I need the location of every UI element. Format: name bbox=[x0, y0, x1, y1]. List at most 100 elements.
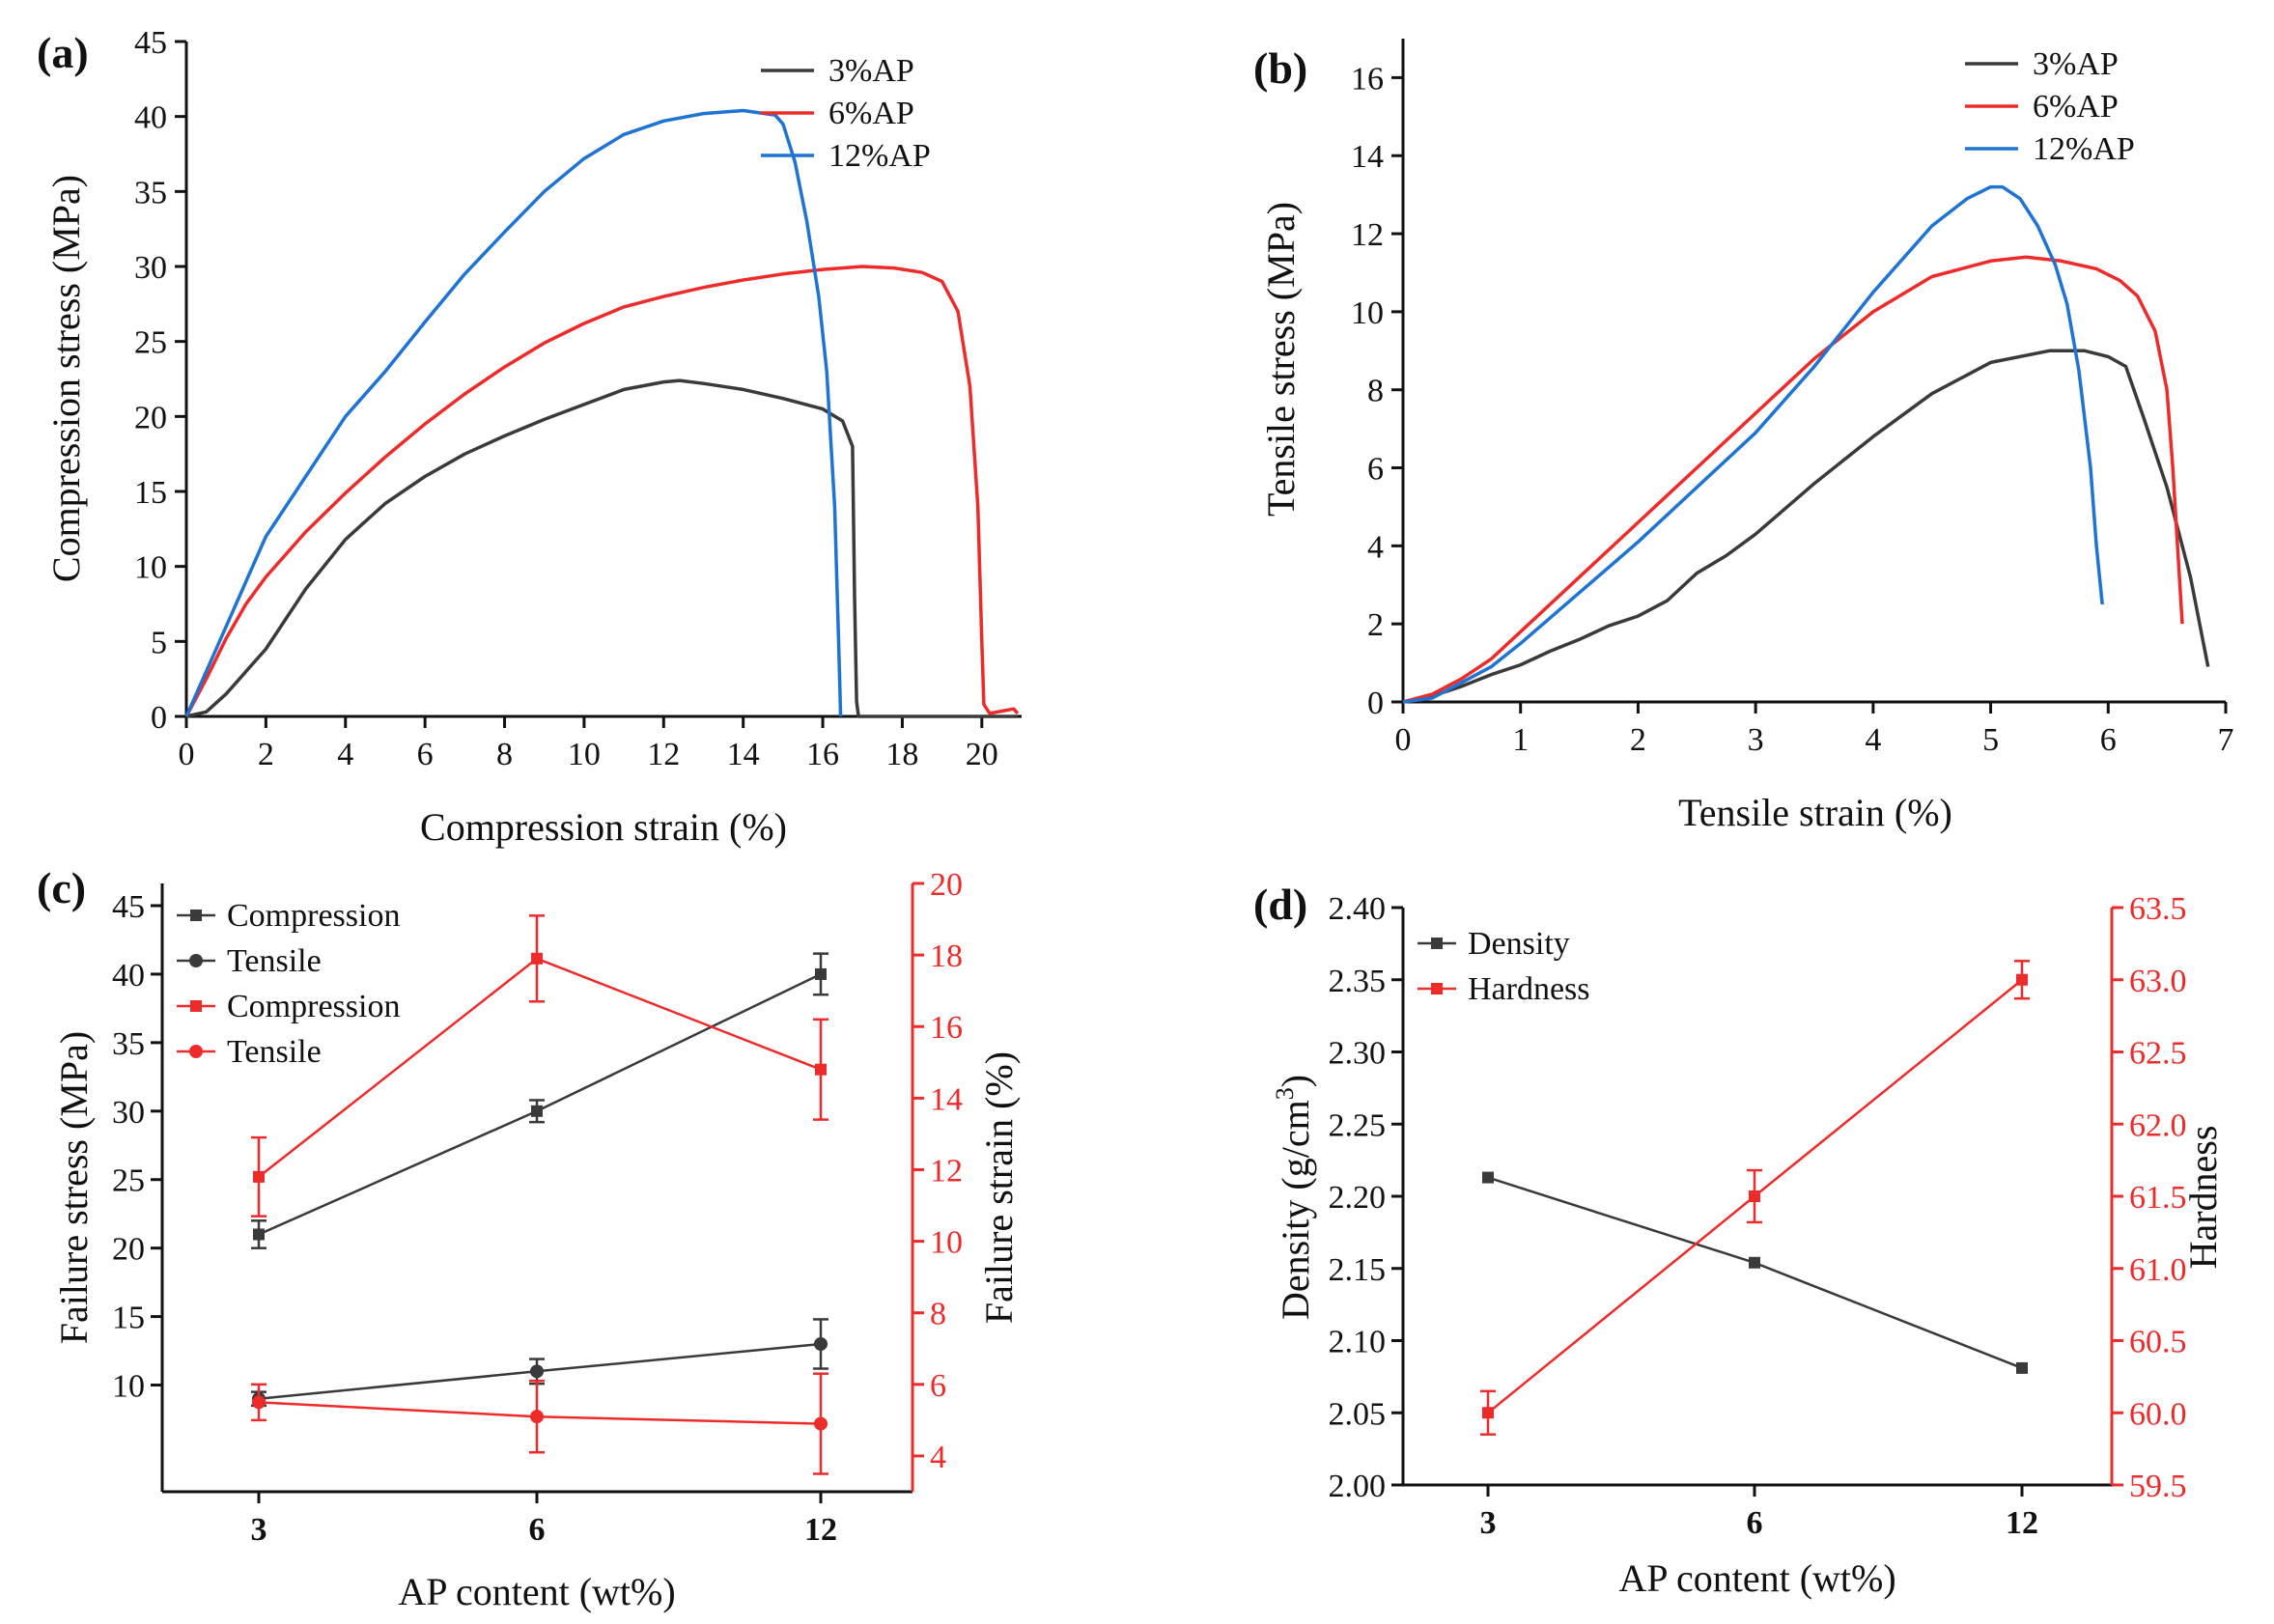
y2-tick-label: 6 bbox=[930, 1368, 946, 1404]
y-tick-label: 0 bbox=[151, 700, 167, 736]
y-tick-label: 40 bbox=[112, 958, 145, 994]
y-tick-label: 2.25 bbox=[1329, 1107, 1387, 1143]
y2-tick-label: 61.0 bbox=[2129, 1252, 2187, 1288]
y2-tick-label: 60.5 bbox=[2129, 1325, 2187, 1360]
panel-b-y-axis-title: Tensile stress (MPa) bbox=[1259, 202, 1303, 517]
x-tick-label: 12 bbox=[647, 737, 680, 772]
x-tick-label: 16 bbox=[806, 737, 839, 772]
y-tick-label: 8 bbox=[1367, 374, 1384, 409]
y2-tick-label: 62.0 bbox=[2129, 1107, 2187, 1143]
y-tick-label: 14 bbox=[1351, 139, 1384, 175]
data-marker-square bbox=[1749, 1256, 1760, 1269]
y-tick-label: 35 bbox=[112, 1026, 145, 1062]
y-tick-label: 2.10 bbox=[1329, 1325, 1387, 1360]
legend-label: 3%AP bbox=[2033, 46, 2119, 82]
y2-tick-label: 12 bbox=[930, 1153, 963, 1189]
panel-b-series bbox=[1402, 184, 2210, 704]
y-tick-label: 2.40 bbox=[1329, 891, 1387, 927]
data-marker-square bbox=[253, 1170, 265, 1183]
y-tick-label: 45 bbox=[112, 889, 145, 925]
panel-d-series bbox=[1480, 960, 2030, 1436]
x-tick-label: 6 bbox=[417, 737, 434, 772]
data-marker-square bbox=[815, 967, 827, 980]
x-tick-label: 8 bbox=[496, 737, 513, 772]
data-marker-circle bbox=[189, 954, 203, 967]
legend-label: 3%AP bbox=[828, 53, 914, 89]
data-marker-square bbox=[1482, 1171, 1494, 1184]
y2-tick-label: 20 bbox=[930, 867, 963, 903]
x-tick-label: 6 bbox=[2100, 722, 2117, 758]
y-tick-label: 20 bbox=[112, 1232, 145, 1268]
y-tick-label: 10 bbox=[134, 550, 167, 586]
data-marker-square bbox=[531, 1105, 543, 1117]
x-tick-label: 18 bbox=[885, 737, 918, 772]
y-tick-label: 2 bbox=[1367, 607, 1384, 643]
series-line-6pctap bbox=[1402, 255, 2184, 704]
x-tick-label: 3 bbox=[251, 1512, 267, 1548]
panel-c-label: (c) bbox=[37, 863, 86, 912]
y2-tick-label: 18 bbox=[930, 938, 963, 974]
y2-tick-label: 4 bbox=[930, 1440, 946, 1475]
y-tick-label: 6 bbox=[1367, 452, 1384, 488]
y2-tick-label: 63.5 bbox=[2129, 891, 2187, 927]
panel-d-legend: Density Hardness bbox=[1418, 926, 1590, 1007]
y-tick-label: 10 bbox=[112, 1369, 145, 1405]
series-line-12pctap bbox=[1402, 184, 2104, 704]
data-marker-square bbox=[2016, 1361, 2028, 1374]
y-tick-label: 40 bbox=[134, 100, 167, 136]
panel-a-x-axis-title: Compression strain (%) bbox=[420, 805, 787, 849]
panel-b-legend: 3%AP 6%AP 12%AP bbox=[1965, 46, 2135, 167]
y-tick-label: 2.15 bbox=[1329, 1252, 1387, 1288]
x-tick-label: 5 bbox=[1982, 722, 1999, 758]
data-marker-square bbox=[190, 910, 202, 921]
y-tick-label: 4 bbox=[1367, 529, 1384, 565]
panel-a-y-axis-title: Compression stress (MPa) bbox=[44, 175, 88, 582]
panel-d-y2-axis-title: Hardness bbox=[2181, 1126, 2225, 1270]
x-tick-label: 4 bbox=[1865, 722, 1881, 758]
data-marker-square bbox=[1482, 1407, 1494, 1419]
series-line-3pctap bbox=[1402, 349, 2210, 704]
legend-label: 12%AP bbox=[2033, 131, 2135, 167]
y2-tick-label: 63.0 bbox=[2129, 964, 2187, 999]
panel-d-y-axis-title: Density (g/cm3) bbox=[1271, 1075, 1317, 1320]
panel-a-series bbox=[184, 108, 1020, 718]
legend-label: 6%AP bbox=[828, 96, 914, 131]
legend-label: Compression bbox=[227, 989, 400, 1024]
y-tick-label: 15 bbox=[112, 1301, 145, 1336]
y-tick-label: 45 bbox=[134, 25, 167, 61]
legend-label: Hardness bbox=[1468, 971, 1590, 1007]
x-tick-label: 6 bbox=[529, 1512, 546, 1548]
y-tick-label: 25 bbox=[112, 1163, 145, 1199]
panel-c-legend: Compression Tensile Compression Tensile bbox=[177, 898, 400, 1070]
y-tick-label: 20 bbox=[134, 400, 167, 435]
x-tick-label: 3 bbox=[1480, 1505, 1497, 1541]
y2-tick-label: 16 bbox=[930, 1010, 963, 1046]
panel-c-y2-axis-title: Failure strain (%) bbox=[977, 1051, 1021, 1324]
y-tick-label: 2.20 bbox=[1329, 1180, 1387, 1216]
x-tick-label: 2 bbox=[258, 737, 274, 772]
y-tick-label: 30 bbox=[134, 250, 167, 286]
x-tick-label: 7 bbox=[2218, 722, 2234, 758]
y-tick-label: 10 bbox=[1351, 295, 1384, 331]
data-marker-circle bbox=[189, 1045, 203, 1058]
y2-tick-label: 10 bbox=[930, 1225, 963, 1261]
y-tick-label: 2.35 bbox=[1329, 964, 1387, 999]
y-tick-label: 16 bbox=[1351, 61, 1384, 97]
y-tick-label: 25 bbox=[134, 325, 167, 361]
data-marker-circle bbox=[530, 1364, 544, 1379]
panel-d-y-axis-title-sup: 3 bbox=[1271, 1087, 1299, 1100]
y-tick-label: 30 bbox=[112, 1095, 145, 1131]
panel-b-axes bbox=[1401, 39, 2226, 704]
panel-d-x-axis-title: AP content (wt%) bbox=[1618, 1556, 1895, 1600]
panel-a: (a) 0 2 4 6 8 10 12 14 16 18 20051015202530354045 … bbox=[37, 25, 1022, 849]
data-marker-square bbox=[1749, 1190, 1760, 1202]
data-marker-square bbox=[1431, 983, 1443, 994]
x-tick-label: 12 bbox=[804, 1512, 837, 1548]
legend-label: Density bbox=[1468, 926, 1570, 962]
data-marker-square bbox=[815, 1063, 827, 1076]
y2-tick-label: 61.5 bbox=[2129, 1180, 2187, 1216]
panel-d: (d) 3 6 12 2.00 2.05 2.10 2.15 2.20 2.25 2.30 2.35… bbox=[1253, 880, 2225, 1600]
